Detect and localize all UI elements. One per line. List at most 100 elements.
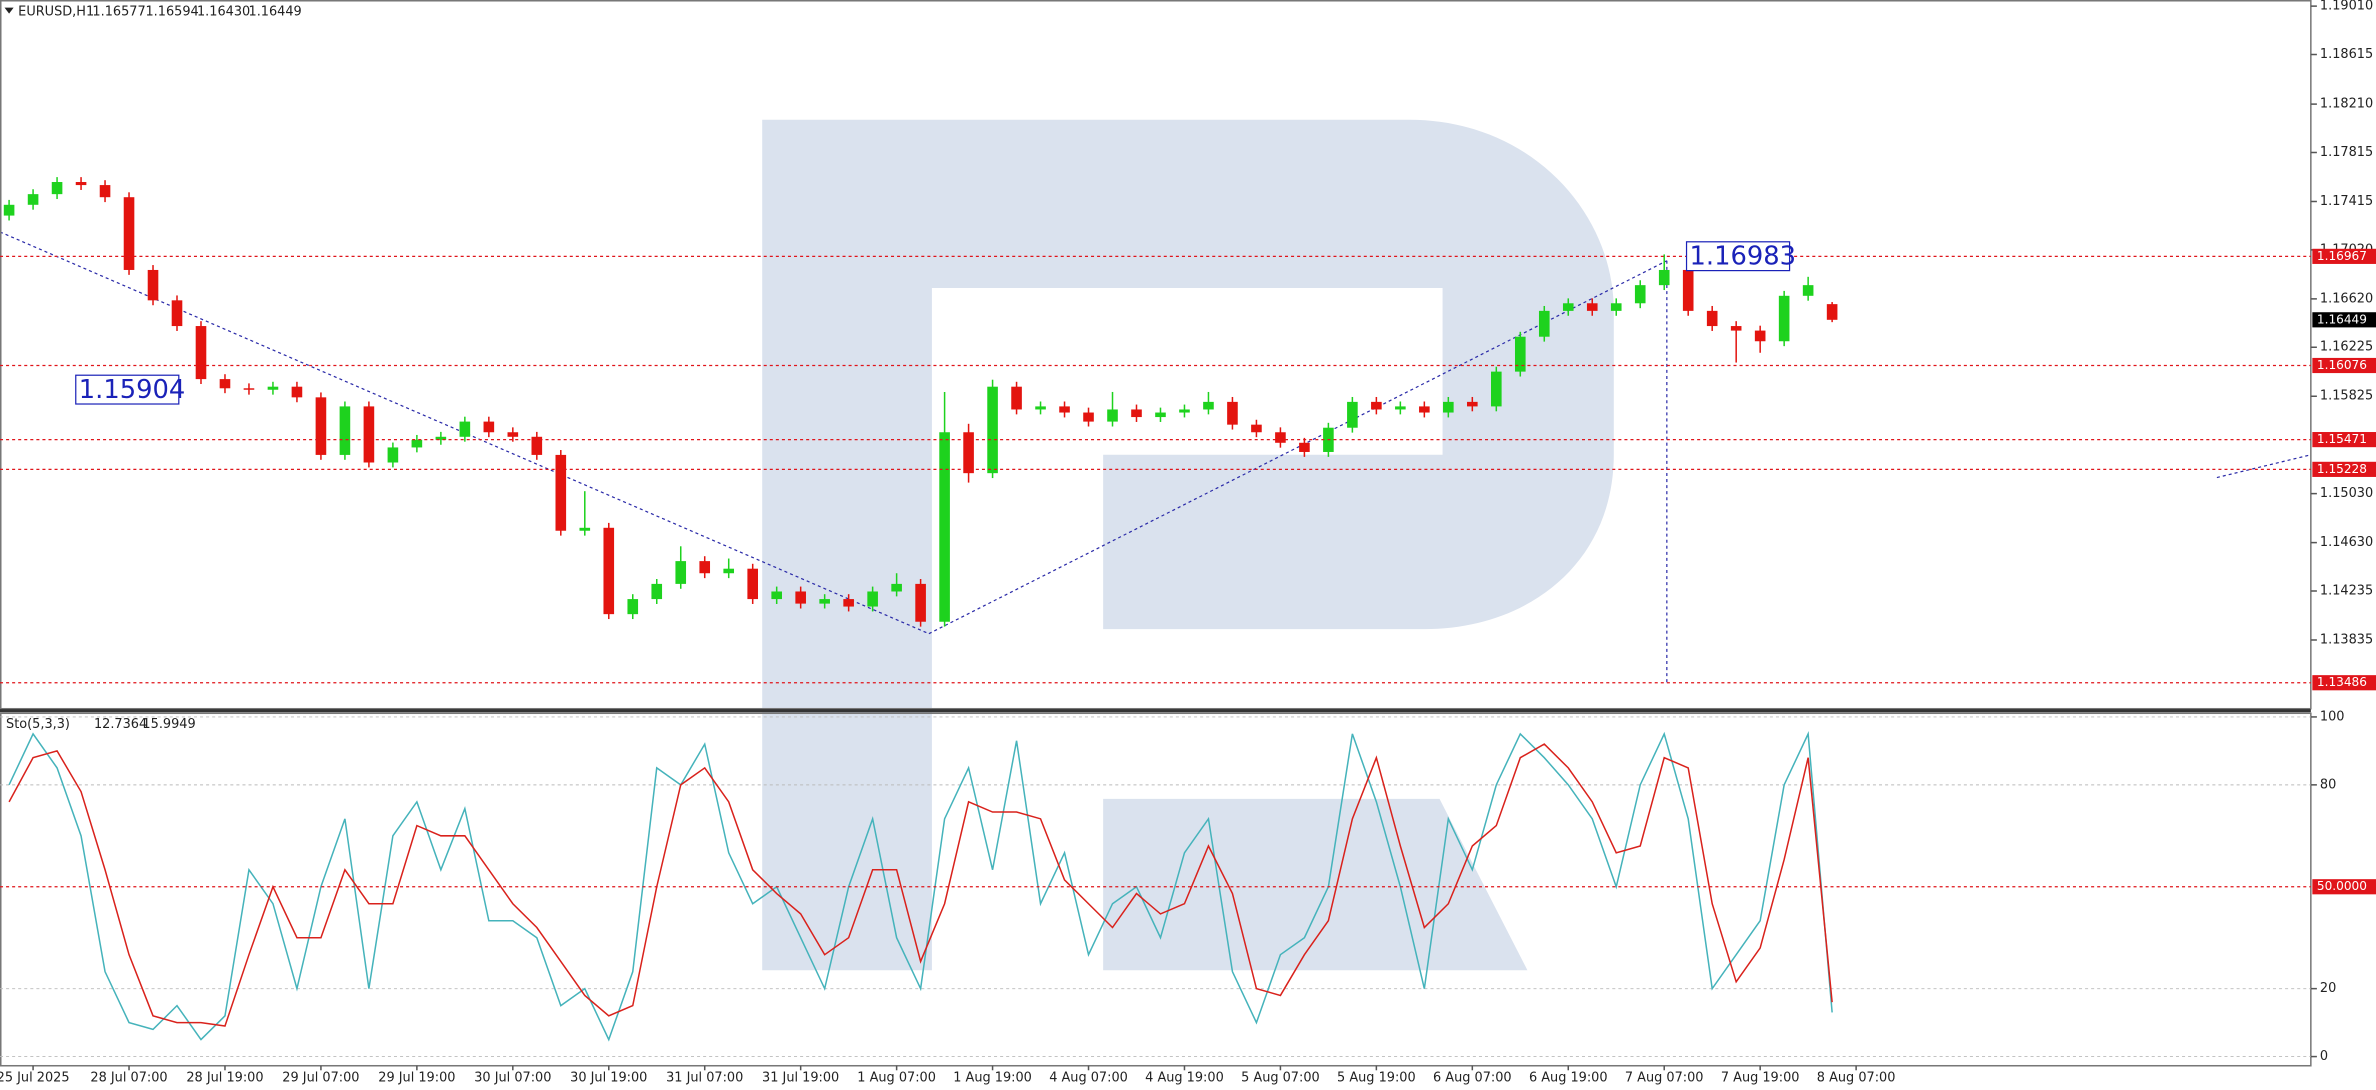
candle-body <box>291 386 303 398</box>
candle-body <box>171 300 183 327</box>
x-tick-label: 8 Aug 07:00 <box>1817 1070 1896 1085</box>
candle-body <box>435 436 447 440</box>
candle-body <box>531 436 543 455</box>
y-tick-label: 100 <box>2320 709 2345 724</box>
candle-body <box>651 583 663 600</box>
symbol-title: EURUSD,H1 <box>18 5 94 20</box>
y-tick-label: 1.16225 <box>2320 340 2373 355</box>
candle-body <box>1443 401 1454 413</box>
y-tick-label: 1.16620 <box>2320 291 2373 306</box>
collapse-icon <box>4 7 14 14</box>
candle-body <box>1011 386 1022 410</box>
x-tick-label: 7 Aug 07:00 <box>1625 1070 1704 1085</box>
candle-body <box>387 447 399 463</box>
y-tick-label: 1.14630 <box>2320 535 2373 550</box>
x-tick-label: 6 Aug 07:00 <box>1433 1070 1512 1085</box>
level-label-box <box>2312 432 2376 448</box>
candle-body <box>1203 401 1214 410</box>
candle-body <box>219 379 231 389</box>
candle-body <box>1467 401 1478 407</box>
x-tick-label: 29 Jul 19:00 <box>378 1070 455 1085</box>
level-label: 1.15228 <box>2317 462 2367 476</box>
candle-body <box>723 568 735 574</box>
candle-body <box>1251 424 1262 433</box>
candle-body <box>1299 442 1310 452</box>
level-label: 1.16967 <box>2317 249 2367 263</box>
annotation: 1.16983 <box>1690 241 1796 271</box>
x-tick-label: 4 Aug 07:00 <box>1049 1070 1128 1085</box>
candle-body <box>915 583 926 622</box>
annotation: 1.15904 <box>79 375 185 405</box>
candle-body <box>339 406 351 455</box>
candle-body <box>1035 406 1046 410</box>
candle-body <box>963 432 974 474</box>
level-label-box <box>2312 357 2376 374</box>
x-tick-label: 29 Jul 07:00 <box>282 1070 359 1085</box>
x-tick-label: 31 Jul 19:00 <box>762 1070 839 1085</box>
candle-body <box>627 599 639 615</box>
candle-body <box>699 561 711 574</box>
indicator-value: 15.9949 <box>142 717 195 732</box>
candle-body <box>363 406 375 463</box>
watermark-logo <box>762 119 1614 971</box>
candle-body <box>891 583 902 592</box>
y-tick-label: 1.18210 <box>2320 97 2373 112</box>
quote-value: 1.16594 <box>145 5 198 20</box>
x-tick-label: 28 Jul 19:00 <box>186 1070 263 1085</box>
candle-body <box>747 568 759 600</box>
candle-body <box>771 591 782 600</box>
x-tick-label: 5 Aug 19:00 <box>1337 1070 1416 1085</box>
candle-body <box>3 204 15 216</box>
candle-body <box>51 182 63 195</box>
x-tick-label: 28 Jul 07:00 <box>90 1070 167 1085</box>
candle-body <box>27 194 39 205</box>
indicator-title: Sto(5,3,3) <box>6 717 70 732</box>
candle-body <box>1227 401 1238 425</box>
candle-body <box>1730 326 1742 331</box>
level-label: 1.16076 <box>2317 358 2367 372</box>
candle-body <box>75 182 87 186</box>
annotation-box <box>75 374 180 405</box>
candle-body <box>819 599 830 604</box>
x-tick-label: 1 Aug 19:00 <box>953 1070 1032 1085</box>
stoch-panel-border <box>0 712 2312 1067</box>
current-price-label: 1.16449 <box>2317 312 2367 326</box>
candle-body <box>1610 303 1622 311</box>
candle-body <box>99 185 111 198</box>
x-tick-label: 31 Jul 07:00 <box>666 1070 743 1085</box>
candle-body <box>123 197 135 270</box>
y-tick-label: 1.19010 <box>2320 0 2373 14</box>
y-tick-label: 1.14235 <box>2320 583 2373 598</box>
candle-body <box>1538 310 1550 337</box>
candle-body <box>1059 406 1070 413</box>
candle-body <box>603 527 615 615</box>
candle-body <box>1395 406 1406 410</box>
x-tick-label: 1 Aug 07:00 <box>857 1070 936 1085</box>
candle-body <box>1107 409 1118 422</box>
level-label-box <box>2312 461 2376 477</box>
main-panel-border <box>0 0 2312 710</box>
candle-body <box>507 432 519 437</box>
y-tick-label: 0 <box>2320 1049 2328 1064</box>
candle-body <box>147 269 159 301</box>
candle-body <box>1706 310 1718 327</box>
level-label: 1.13486 <box>2317 675 2367 689</box>
y-tick-label: 20 <box>2320 981 2336 996</box>
candle-body <box>1155 412 1166 418</box>
frame <box>0 0 2312 1067</box>
candle-body <box>1083 412 1094 422</box>
candle-body <box>555 454 567 531</box>
trend-line <box>2216 454 2311 479</box>
candle-body <box>459 421 471 437</box>
y-tick-label: 1.15030 <box>2320 486 2373 501</box>
y-tick-label: 1.13835 <box>2320 632 2373 647</box>
x-tick-label: 5 Aug 07:00 <box>1241 1070 1320 1085</box>
watermark-logo <box>1103 798 1528 971</box>
candle-body <box>1491 371 1502 407</box>
level-label: 50.0000 <box>2317 879 2367 893</box>
y-tick-label: 1.17815 <box>2320 145 2373 160</box>
candle-body <box>1131 409 1142 418</box>
candle-body <box>195 326 207 380</box>
candle-body <box>675 561 687 584</box>
candle-body <box>579 527 591 531</box>
